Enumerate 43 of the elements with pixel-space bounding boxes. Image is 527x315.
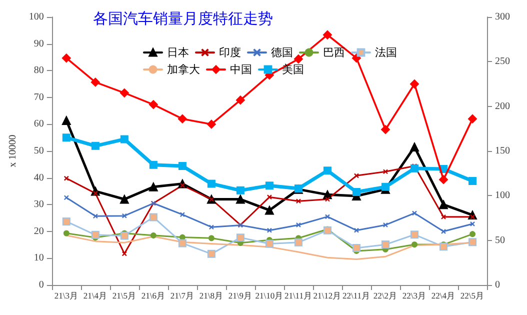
y-tick-label: 20 (34, 226, 44, 237)
legend-label: 日本 (167, 46, 189, 59)
y-tick-label: 0 (38, 280, 44, 290)
y-tick-label: 90 (34, 38, 44, 50)
y-tick-label: 70 (34, 92, 44, 103)
y2-tick-label: 50 (495, 234, 505, 246)
legend-label: 中国 (230, 63, 252, 76)
y-tick-label: 100 (28, 12, 44, 22)
y2-tick-label: 300 (495, 12, 510, 22)
chart-title: 各国汽车销量月度特征走势 (93, 10, 273, 28)
legend-label: 印度 (219, 46, 241, 59)
x-tick-label: 21\8月 (199, 290, 224, 300)
x-tick-label: 21\10月 (255, 290, 284, 300)
y-tick-label: 50 (34, 146, 44, 156)
x-tick-label: 21\4月 (83, 290, 108, 300)
y2-tick-label: 150 (495, 146, 510, 156)
x-tick-label: 21\11月 (284, 290, 312, 300)
legend-label: 美国 (282, 63, 304, 76)
y2-tick-label: 0 (495, 280, 500, 290)
x-tick-label: 22\3月 (402, 290, 427, 300)
y2-tick-label: 100 (495, 190, 510, 202)
y-tick-label: 30 (34, 199, 44, 210)
x-tick-label: 21\9月 (228, 290, 253, 300)
legend-label: 加拿大 (167, 63, 200, 76)
x-tick-label: 21\5月 (112, 290, 136, 300)
y-tick-label: 60 (34, 118, 44, 130)
x-tick-label: 22\2月 (373, 290, 398, 300)
legend-label: 德国 (271, 46, 293, 59)
y-tick-label: 40 (34, 172, 44, 184)
x-tick-label: 21\3月 (54, 290, 78, 300)
x-tick-label: 22\5月 (460, 290, 485, 300)
legend-label: 巴西 (323, 46, 345, 59)
y2-tick-label: 200 (495, 100, 510, 112)
x-tick-label: 22\4月 (431, 290, 456, 300)
y-tick-label: 10 (34, 252, 44, 264)
y-axis-title: x 10000 (8, 134, 18, 168)
y-tick-label: 80 (34, 65, 44, 76)
x-tick-label: 21\12月 (313, 290, 342, 300)
legend-label: 法国 (375, 46, 397, 59)
x-tick-label: 21\6月 (141, 290, 166, 300)
x-tick-label: 21\7月 (170, 290, 194, 300)
x-tick-label: 22\11月 (342, 290, 370, 300)
y2-tick-label: 250 (495, 56, 510, 68)
